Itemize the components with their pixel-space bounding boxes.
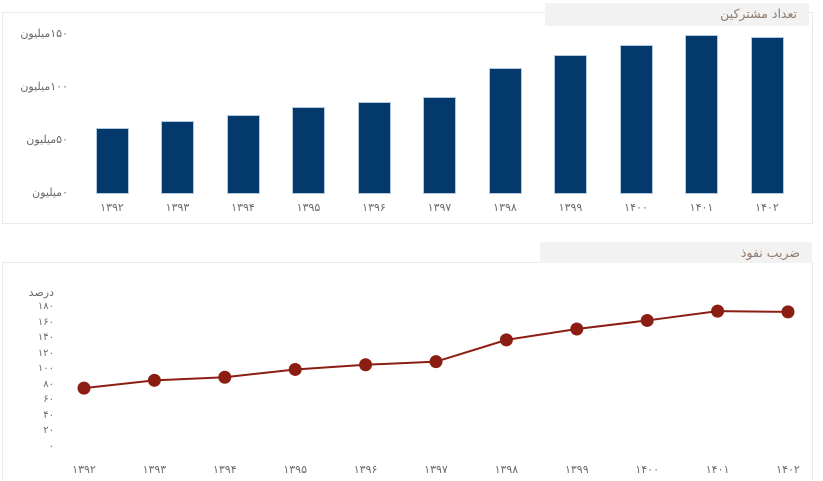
subscribers-chart-card (2, 12, 813, 224)
bar-y-tick-label: ۱۰۰میلیون (20, 80, 68, 94)
line-x-tick-label: ۱۳۹۶ (353, 463, 378, 476)
bar-x-tick-label: ۱۳۹۷ (427, 201, 452, 214)
bar-x-tick-label: ۱۴۰۰ (624, 201, 648, 214)
line-x-tick-label: ۱۳۹۵ (283, 463, 307, 476)
line-y-tick-label: ۱۰۰ (37, 363, 54, 375)
line-data-point[interactable]: ۱۳۹۲ (77, 381, 91, 395)
line-x-tick-label: ۱۳۹۲ (72, 463, 96, 476)
line-y-tick-label: ۱۲۰ (37, 347, 54, 359)
penetration-line (83, 310, 789, 390)
bar[interactable] (685, 35, 718, 194)
bar[interactable] (619, 44, 653, 194)
line-x-tick-label: ۱۳۹۳ (142, 463, 167, 476)
penetration-chart-title: ضریب نفوذ (740, 245, 800, 260)
line-y-tick-label: ۱۸۰ (37, 301, 54, 312)
line-y-tick-label: ۶۰ (43, 394, 54, 406)
bar-x-tick-label: ۱۳۹۹ (558, 201, 583, 214)
line-data-point[interactable]: ۱۴۰۱ (711, 304, 725, 318)
bar[interactable] (488, 68, 522, 194)
line-x-tick-label: ۱۴۰۰ (635, 463, 659, 476)
line-data-point[interactable]: ۱۳۹۷ (429, 355, 443, 369)
bar-x-tick-label: ۱۳۹۵ (296, 201, 321, 214)
line-data-point[interactable]: ۱۳۹۳ (147, 373, 161, 387)
penetration-chart-card (2, 262, 813, 481)
line-data-point[interactable]: ۱۳۹۸ (499, 333, 513, 347)
line-x-tick-label: ۱۴۰۲ (776, 463, 800, 476)
bar-y-tick-label: ۱۵۰میلیون (20, 27, 68, 41)
line-x-tick-label: ۱۳۹۹ (564, 463, 589, 476)
penetration-line-svg: ۱۳۹۲ ۱۳۹۳ ۱۳۹۴ ۱۳۹۵ ۱۳۹۶ ۱۳۹۷ ۱۳۹۸ ۱۳۹۹ ۱۴۰۰ ۱۴۰۱… (77, 304, 795, 395)
bar[interactable] (423, 96, 456, 194)
line-y-tick-label: ۲۰ (43, 425, 54, 437)
bar-x-tick-label: ۱۳۹۶ (362, 201, 386, 214)
bar[interactable] (226, 114, 260, 194)
bar-x-tick-label: ۱۴۰۱ (689, 201, 714, 214)
bar[interactable] (357, 101, 391, 194)
line-y-tick-label: ۱۶۰ (37, 316, 54, 328)
line-x-tick-label: ۱۳۹۷ (424, 463, 448, 476)
bar[interactable] (292, 107, 325, 194)
line-data-point[interactable]: ۱۳۹۹ (570, 322, 584, 336)
line-x-tick-label: ۱۳۹۴ (212, 463, 237, 476)
subscribers-chart-title: تعداد مشترکین (720, 6, 797, 21)
bar-y-tick-label: ۰میلیون (32, 186, 68, 199)
line-data-point[interactable]: ۱۴۰۲ (781, 305, 795, 319)
line-y-tick-label: ۱۴۰ (37, 332, 54, 344)
bar-x-tick-label: ۱۳۹۲ (100, 201, 124, 214)
penetration-title-bar: ضریب نفوذ (540, 242, 812, 263)
bar[interactable] (95, 128, 129, 194)
line-data-point[interactable]: ۱۳۹۶ (359, 358, 373, 372)
bar[interactable] (750, 37, 784, 194)
subscribers-title-bar: تعداد مشترکین (545, 3, 809, 26)
line-y-axis-title: درصد (28, 286, 54, 299)
line-y-tick-label: ۰ (48, 441, 54, 452)
line-x-tick-label: ۱۴۰۱ (705, 463, 730, 476)
bar-x-tick-label: ۱۴۰۲ (755, 201, 779, 214)
bar-x-tick-label: ۱۳۹۸ (493, 201, 517, 214)
line-data-point[interactable]: ۱۴۰۰ (640, 313, 654, 327)
line-data-point[interactable]: ۱۳۹۵ (288, 362, 302, 376)
bar-x-tick-label: ۱۳۹۴ (231, 201, 255, 214)
line-y-tick-label: ۴۰ (43, 409, 54, 421)
line-x-tick-label: ۱۳۹۸ (494, 463, 519, 476)
line-data-point[interactable]: ۱۳۹۴ (218, 370, 232, 384)
bar[interactable] (554, 55, 587, 194)
bar[interactable] (161, 120, 194, 194)
bar-y-tick-label: ۵۰میلیون (26, 133, 68, 147)
line-y-tick-label: ۸۰ (43, 378, 54, 390)
bar-x-tick-label: ۱۳۹۳ (165, 201, 190, 214)
